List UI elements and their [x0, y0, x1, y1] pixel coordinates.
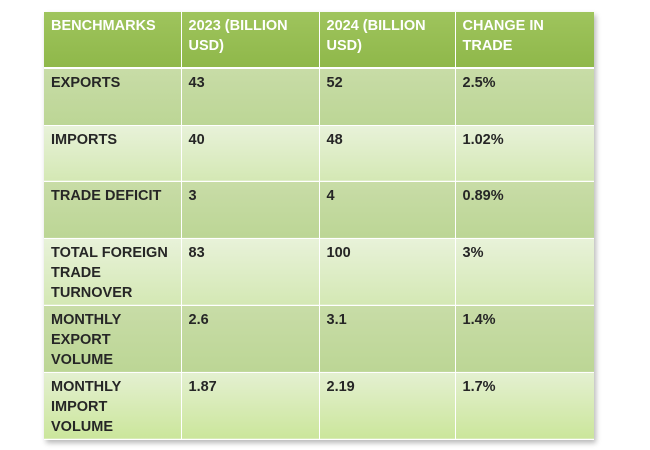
trade-benchmarks-table-container: BENCHMARKS 2023 (BILLION USD) 2024 (BILL… — [44, 12, 594, 440]
table-row-total-foreign-trade-turnover: TOTAL FOREIGN TRADE TURNOVER 83 100 3% — [44, 238, 594, 306]
change-monthly-import: 1.7% — [462, 378, 496, 395]
header-2024-line-2: USD) — [326, 38, 362, 54]
value-2023-cell: 3 — [181, 181, 320, 239]
value-2023-monthly-export: 2.6 — [188, 311, 209, 328]
header-benchmarks: BENCHMARKS — [44, 12, 182, 69]
table-header-row: BENCHMARKS 2023 (BILLION USD) 2024 (BILL… — [44, 12, 594, 69]
change-cell: 1.4% — [455, 305, 594, 373]
row-label-line-2: TRADE — [51, 264, 101, 281]
row-label-cell: MONTHLY EXPORT VOLUME — [44, 305, 182, 373]
header-2023-line-1: 2023 (BILLION — [188, 18, 288, 34]
row-label-line-1: MONTHLY — [51, 311, 122, 328]
header-benchmarks-text: BENCHMARKS — [51, 18, 156, 34]
value-2023-imports: 40 — [188, 131, 205, 148]
row-label-line-1: TOTAL FOREIGN — [51, 244, 168, 261]
value-2024-monthly-import: 2.19 — [326, 378, 355, 395]
table-row-imports: IMPORTS 40 48 1.02% — [44, 125, 594, 182]
change-cell: 1.7% — [455, 372, 594, 440]
value-2024-exports: 52 — [326, 75, 343, 91]
row-label-exports: EXPORTS — [51, 75, 121, 91]
change-cell: 3% — [455, 238, 594, 306]
value-2024-turnover: 100 — [326, 244, 351, 261]
change-cell: 1.02% — [455, 125, 594, 182]
value-2024-cell: 3.1 — [319, 305, 456, 373]
change-imports: 1.02% — [462, 131, 504, 148]
header-2024: 2024 (BILLION USD) — [319, 12, 456, 69]
value-2024-cell: 48 — [319, 125, 456, 182]
change-monthly-export: 1.4% — [462, 311, 496, 328]
value-2023-cell: 40 — [181, 125, 320, 182]
header-2023: 2023 (BILLION USD) — [181, 12, 320, 69]
table-row-monthly-export-volume: MONTHLY EXPORT VOLUME 2.6 3.1 1.4% — [44, 305, 594, 373]
change-cell: 2.5% — [455, 68, 594, 126]
row-label-imports: IMPORTS — [51, 131, 118, 148]
value-2023-trade-deficit: 3 — [188, 187, 197, 204]
value-2024-trade-deficit: 4 — [326, 187, 335, 204]
change-turnover: 3% — [462, 244, 484, 261]
header-2023-line-2: USD) — [188, 38, 224, 54]
row-label-cell: TOTAL FOREIGN TRADE TURNOVER — [44, 238, 182, 306]
header-change-in-trade: CHANGE IN TRADE — [455, 12, 594, 69]
change-cell: 0.89% — [455, 181, 594, 239]
value-2024-cell: 100 — [319, 238, 456, 306]
header-change-line-1: CHANGE IN — [462, 18, 544, 34]
row-label-trade-deficit: TRADE DEFICIT — [51, 187, 162, 204]
row-label-line-3: VOLUME — [51, 351, 114, 368]
row-label-line-2: IMPORT — [51, 398, 108, 415]
row-label-cell: EXPORTS — [44, 68, 182, 126]
table-row-monthly-import-volume: MONTHLY IMPORT VOLUME 1.87 2.19 1.7% — [44, 372, 594, 440]
table-row-exports: EXPORTS 43 52 2.5% — [44, 68, 594, 126]
row-label-line-3: TURNOVER — [51, 284, 133, 301]
value-2024-cell: 4 — [319, 181, 456, 239]
value-2023-turnover: 83 — [188, 244, 205, 261]
change-trade-deficit: 0.89% — [462, 187, 504, 204]
row-label-line-3: VOLUME — [51, 418, 114, 435]
value-2024-cell: 2.19 — [319, 372, 456, 440]
value-2023-cell: 43 — [181, 68, 320, 126]
header-2024-line-1: 2024 (BILLION — [326, 18, 426, 34]
value-2023-cell: 83 — [181, 238, 320, 306]
value-2023-cell: 2.6 — [181, 305, 320, 373]
value-2023-cell: 1.87 — [181, 372, 320, 440]
value-2023-monthly-import: 1.87 — [188, 378, 217, 395]
trade-benchmarks-table: BENCHMARKS 2023 (BILLION USD) 2024 (BILL… — [44, 12, 594, 440]
row-label-line-1: MONTHLY — [51, 378, 122, 395]
change-exports: 2.5% — [462, 75, 496, 91]
header-change-line-2: TRADE — [462, 38, 513, 54]
value-2024-cell: 52 — [319, 68, 456, 126]
row-label-line-2: EXPORT — [51, 331, 111, 348]
table-row-trade-deficit: TRADE DEFICIT 3 4 0.89% — [44, 181, 594, 239]
value-2023-exports: 43 — [188, 75, 205, 91]
row-label-cell: IMPORTS — [44, 125, 182, 182]
row-label-cell: TRADE DEFICIT — [44, 181, 182, 239]
value-2024-imports: 48 — [326, 131, 343, 148]
value-2024-monthly-export: 3.1 — [326, 311, 347, 328]
row-label-cell: MONTHLY IMPORT VOLUME — [44, 372, 182, 440]
